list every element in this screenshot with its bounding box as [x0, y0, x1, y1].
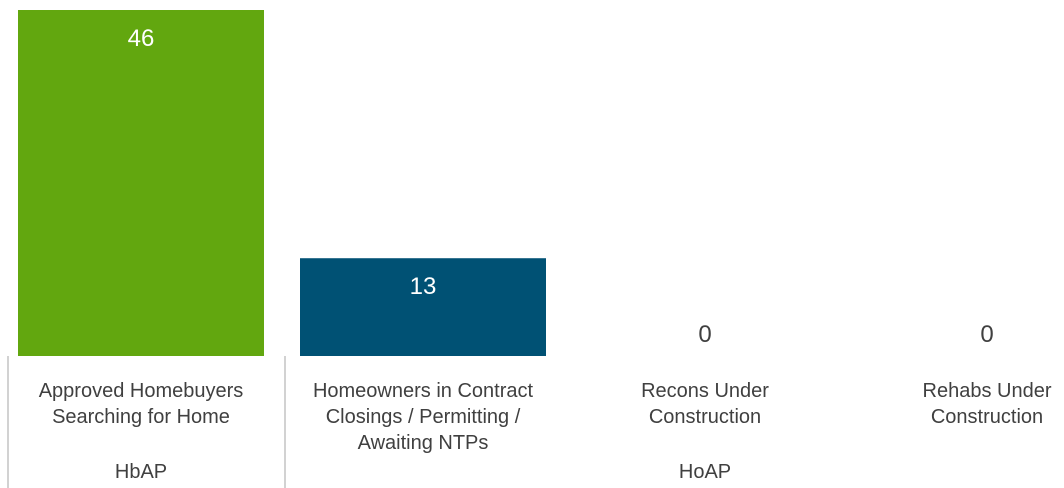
value-label-3: 0 [980, 321, 993, 348]
category-label-3-line-1: Construction [931, 406, 1043, 428]
bar-0 [18, 10, 264, 356]
value-label-0: 46 [128, 25, 155, 52]
group-label-0: HbAP [115, 461, 167, 483]
group-label-1: HoAP [679, 461, 731, 483]
value-label-2: 0 [698, 321, 711, 348]
category-label-1-line-1: Closings / Permitting / [326, 406, 521, 428]
bar-1 [300, 258, 546, 356]
category-label-2-line-1: Construction [649, 406, 761, 428]
value-label-1: 13 [410, 273, 437, 300]
category-label-1-line-0: Homeowners in Contract [313, 380, 534, 402]
category-label-0-line-0: Approved Homebuyers [39, 380, 244, 402]
category-label-3-line-0: Rehabs Under [923, 380, 1052, 402]
category-label-2-line-0: Recons Under [641, 380, 769, 402]
category-label-1-line-2: Awaiting NTPs [358, 432, 489, 454]
category-label-0-line-1: Searching for Home [52, 406, 230, 428]
